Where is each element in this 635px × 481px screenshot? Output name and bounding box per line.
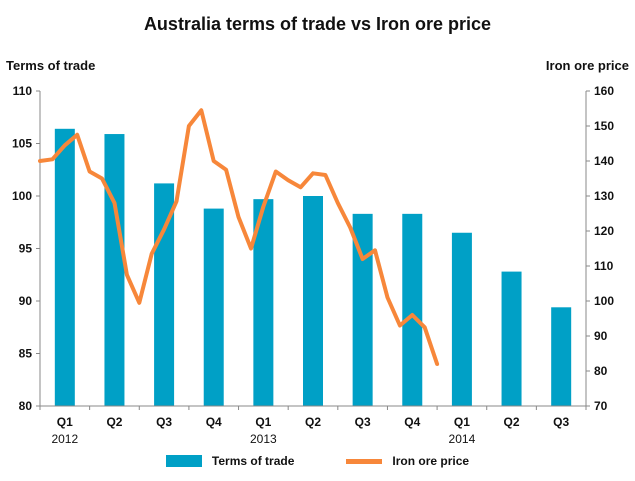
right-tick-label: 150 — [594, 119, 614, 133]
left-tick-label: 95 — [19, 242, 33, 256]
bar-terms-of-trade — [253, 199, 274, 406]
x-tick-label: Q1 — [454, 415, 470, 429]
left-tick-label: 90 — [19, 294, 33, 308]
legend: Terms of trade Iron ore price — [0, 454, 635, 468]
bar-terms-of-trade — [303, 196, 323, 406]
bar-terms-of-trade — [501, 271, 522, 406]
x-year-label: 2014 — [449, 432, 476, 446]
bar-terms-of-trade — [54, 128, 75, 407]
bar-terms-of-trade — [203, 208, 224, 406]
right-axis-title: Iron ore price — [545, 58, 629, 73]
x-tick-label: Q1 — [57, 415, 73, 429]
legend-item-iron-ore-price: Iron ore price — [346, 454, 469, 468]
chart-title: Australia terms of trade vs Iron ore pri… — [143, 14, 492, 34]
line-iron-ore-price — [38, 108, 440, 366]
right-tick-label: 90 — [594, 329, 608, 343]
legend-label-terms-of-trade: Terms of trade — [211, 454, 295, 468]
left-tick-label: 105 — [12, 137, 32, 151]
bar-terms-of-trade — [402, 213, 423, 406]
right-tick-label: 80 — [594, 364, 608, 378]
bar-terms-of-trade — [451, 232, 472, 406]
bar-terms-of-trade — [352, 213, 373, 406]
bar-terms-of-trade — [551, 307, 572, 406]
x-tick-label: Q3 — [355, 415, 371, 429]
legend-label-iron-ore-price: Iron ore price — [392, 454, 470, 468]
left-tick-label: 110 — [13, 84, 33, 98]
x-tick-label: Q2 — [106, 415, 122, 429]
right-tick-label: 120 — [594, 224, 614, 238]
right-tick-label: 140 — [594, 154, 614, 168]
left-tick-label: 85 — [19, 347, 33, 361]
bar-terms-of-trade — [104, 134, 125, 407]
right-tick-label: 130 — [594, 189, 614, 203]
x-tick-label: Q4 — [206, 415, 222, 429]
left-tick-label: 100 — [12, 189, 32, 203]
x-year-label: 2012 — [51, 432, 78, 446]
x-tick-label: Q4 — [404, 415, 420, 429]
x-tick-label: Q2 — [504, 415, 520, 429]
left-tick-label: 80 — [19, 399, 33, 413]
x-tick-label: Q1 — [255, 415, 271, 429]
x-tick-label: Q3 — [156, 415, 172, 429]
right-tick-label: 70 — [594, 399, 608, 413]
x-tick-label: Q3 — [553, 415, 569, 429]
x-tick-label: Q2 — [305, 415, 321, 429]
right-tick-label: 110 — [594, 259, 614, 273]
legend-swatch-line — [346, 458, 383, 464]
x-year-label: 2013 — [250, 432, 277, 446]
right-tick-label: 100 — [594, 294, 614, 308]
right-tick-label: 160 — [594, 84, 614, 98]
legend-swatch-bar — [165, 455, 202, 467]
left-axis-title: Terms of trade — [6, 58, 96, 73]
legend-item-terms-of-trade: Terms of trade — [165, 454, 295, 468]
